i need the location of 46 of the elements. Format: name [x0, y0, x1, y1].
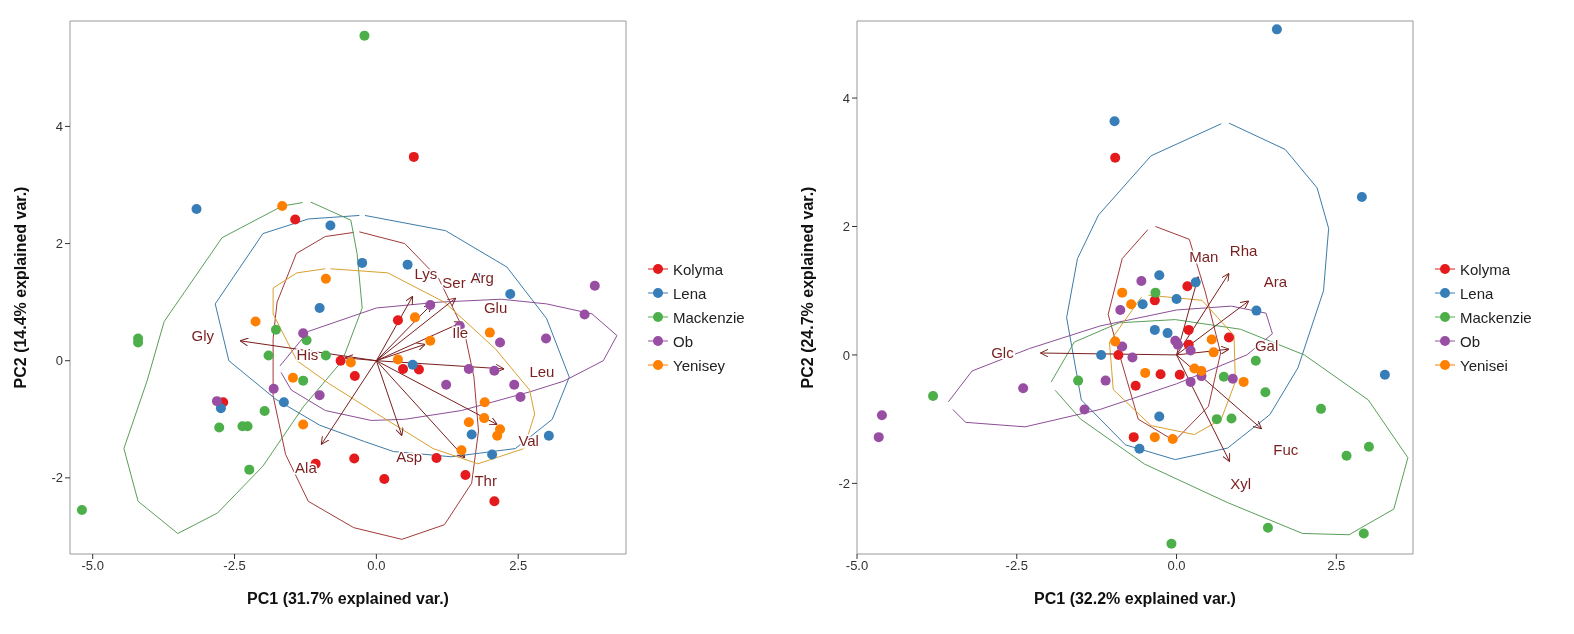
y-axis-title: PC2 (14.4% explained var.)	[11, 186, 29, 389]
y-axis-title: PC2 (24.7% explained var.)	[798, 186, 816, 389]
series-label: Glc	[991, 343, 1015, 361]
legend-label: Kolyma	[673, 260, 724, 278]
y-tick-label: 0	[55, 353, 63, 369]
x-tick-label: 0.0	[367, 558, 386, 574]
series-label: Xyl	[1230, 475, 1252, 493]
series-label: His	[296, 345, 319, 363]
y-tick-label: -2	[838, 475, 850, 491]
x-tick-label: -2.5	[1005, 558, 1028, 574]
legend-label: Yenisei	[1460, 356, 1508, 374]
y-tick-label: 4	[55, 119, 63, 135]
legend-label: Ob	[1460, 332, 1481, 350]
series-label: Fuc	[1273, 441, 1299, 459]
y-tick-label: 0	[842, 347, 850, 363]
legend-label: Lena	[1460, 284, 1494, 302]
x-tick-label: -5.0	[845, 558, 869, 574]
y-tick-label: -2	[51, 470, 63, 486]
y-tick-label: 4	[842, 90, 850, 106]
series-label: Gly	[191, 327, 215, 344]
legend-label: Mackenzie	[673, 308, 745, 326]
y-tick-label: 2	[842, 219, 850, 235]
series-label: Rha	[1229, 242, 1259, 260]
series-label: Thr	[474, 471, 497, 489]
y-tick-label: 2	[55, 236, 63, 252]
x-tick-label: 2.5	[509, 558, 528, 574]
legend-label: Mackenzie	[1460, 308, 1532, 326]
legend-label: Lena	[673, 284, 707, 302]
series-label: Glu	[483, 299, 508, 317]
series-label: Leu	[529, 362, 555, 380]
legend-label: Ob	[673, 332, 694, 350]
series-label: Ser	[442, 273, 466, 291]
x-axis-title: PC1 (31.7% explained var.)	[247, 590, 449, 607]
series-label: Lys	[414, 265, 438, 283]
legend-label: Kolyma	[1460, 260, 1511, 278]
x-tick-label: -5.0	[81, 558, 104, 574]
series-label: Gal	[1254, 336, 1279, 354]
x-tick-label: -2.5	[223, 558, 246, 574]
x-tick-label: 2.5	[1327, 558, 1346, 574]
series-label: Ara	[1263, 272, 1288, 290]
legend-label: Yenisey	[673, 356, 725, 374]
series-label: Man	[1189, 248, 1219, 266]
x-axis-title: PC1 (32.2% explained var.)	[1034, 590, 1236, 607]
series-label: Asp	[396, 447, 423, 465]
x-tick-label: 0.0	[1167, 558, 1186, 574]
series-label: Ala	[295, 458, 318, 476]
